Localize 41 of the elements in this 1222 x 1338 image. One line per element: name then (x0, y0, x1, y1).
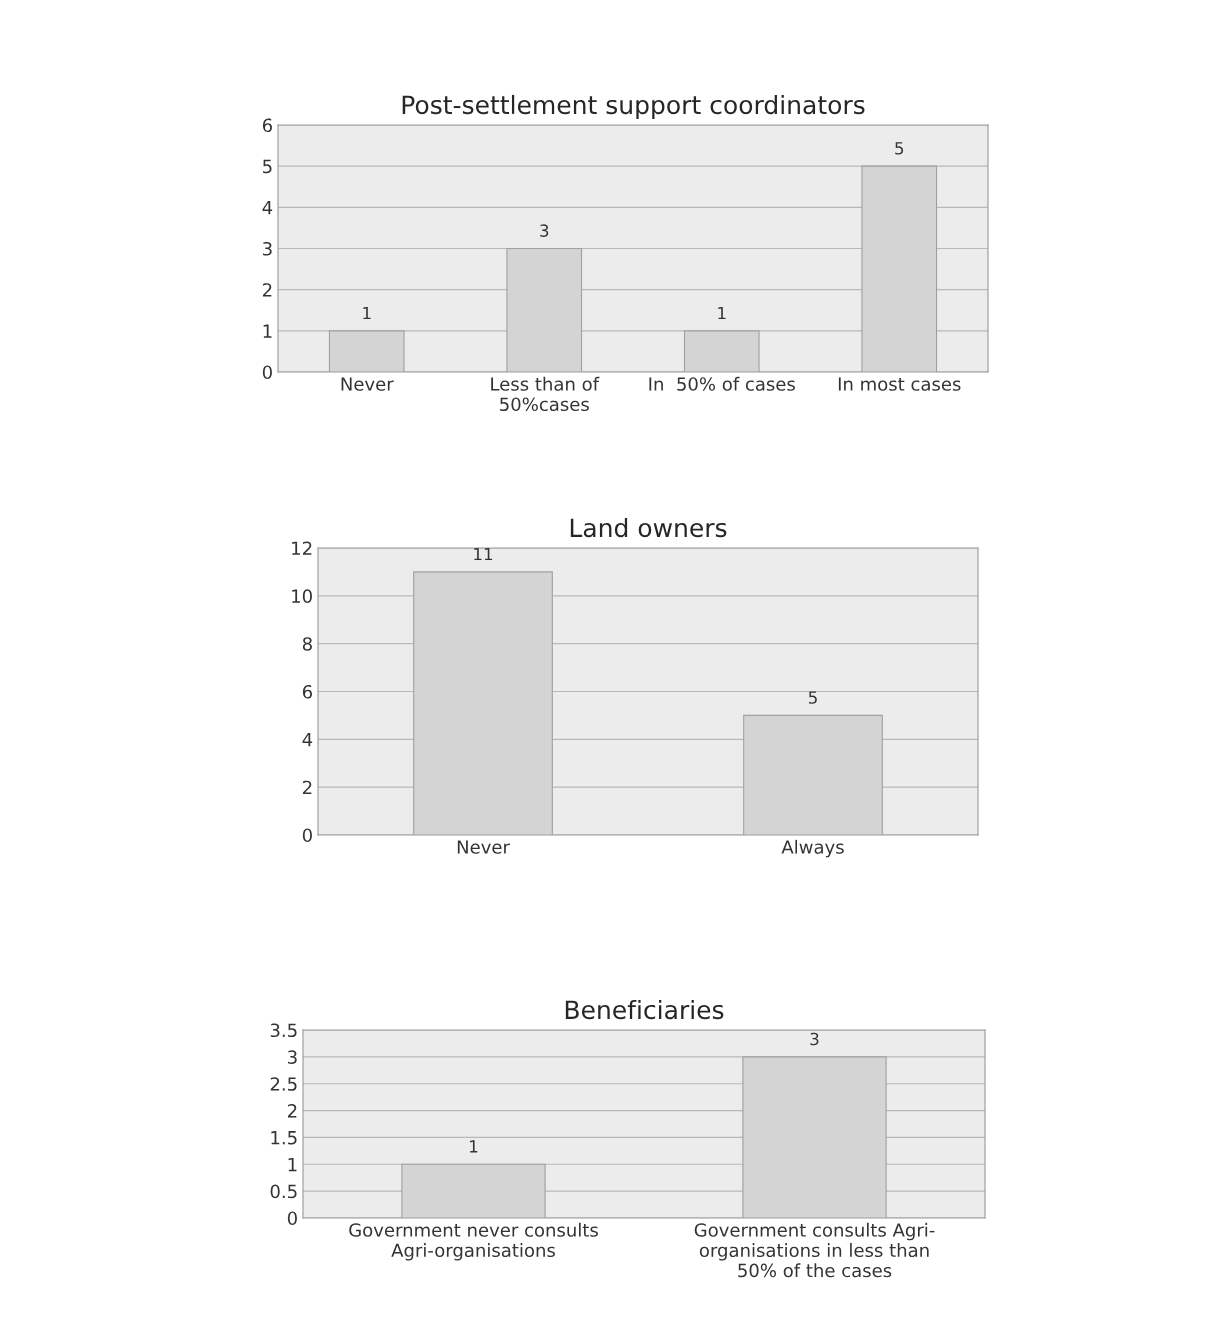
y-tick-label: 3 (288, 1050, 297, 1064)
y-tick-label: 2 (262, 283, 272, 297)
x-tick-label: Government never consults Agri-organisations (349, 1222, 598, 1261)
y-tick-label: 6 (262, 118, 272, 133)
chart-title: Land owners (570, 517, 727, 538)
data-label: 3 (540, 224, 549, 237)
y-tick-label: 12 (292, 541, 312, 555)
y-tick-label: 10 (292, 589, 312, 603)
y-tick-label: 3 (263, 241, 272, 256)
y-tick-label: 0 (287, 1211, 297, 1226)
y-tick-label: 0.5 (270, 1184, 297, 1199)
x-tick-label: Never (457, 840, 510, 854)
x-tick-label: In 50% of cases (649, 376, 795, 391)
data-label: 1 (718, 306, 726, 320)
y-tick-label: 2 (287, 1104, 297, 1118)
data-label: 11 (474, 547, 493, 561)
data-label: 1 (470, 1140, 478, 1153)
x-tick-label: Less than of 50%cases (491, 376, 600, 412)
y-tick-label: 1.5 (271, 1131, 297, 1145)
chart-title: Beneficiaries (565, 999, 724, 1020)
y-tick-label: 4 (262, 201, 273, 215)
y-tick-label: 6 (302, 684, 312, 699)
y-tick-label: 4 (302, 733, 313, 747)
x-tick-label: Never (341, 377, 394, 391)
x-tick-label: Government consults Agri- organisations in less than 50% of the cases (694, 1222, 935, 1278)
y-tick-label: 5 (263, 159, 272, 174)
y-tick-label: 3.5 (270, 1023, 297, 1038)
y-tick-label: 2.5 (270, 1077, 297, 1091)
data-label: 3 (810, 1032, 819, 1046)
y-tick-label: 8 (302, 637, 312, 651)
x-tick-label: In most cases (838, 377, 961, 391)
y-tick-label: 1 (263, 324, 272, 338)
y-tick-label: 0 (262, 365, 272, 380)
data-label: 5 (895, 142, 904, 155)
y-tick-label: 1 (288, 1157, 297, 1172)
y-tick-label: 2 (302, 780, 312, 795)
x-tick-label: Always (781, 839, 844, 858)
data-label: 1 (363, 306, 371, 320)
chart-title: Post-settlement support coordinators (402, 94, 865, 120)
y-tick-label: 0 (302, 828, 312, 843)
data-label: 5 (808, 691, 817, 704)
